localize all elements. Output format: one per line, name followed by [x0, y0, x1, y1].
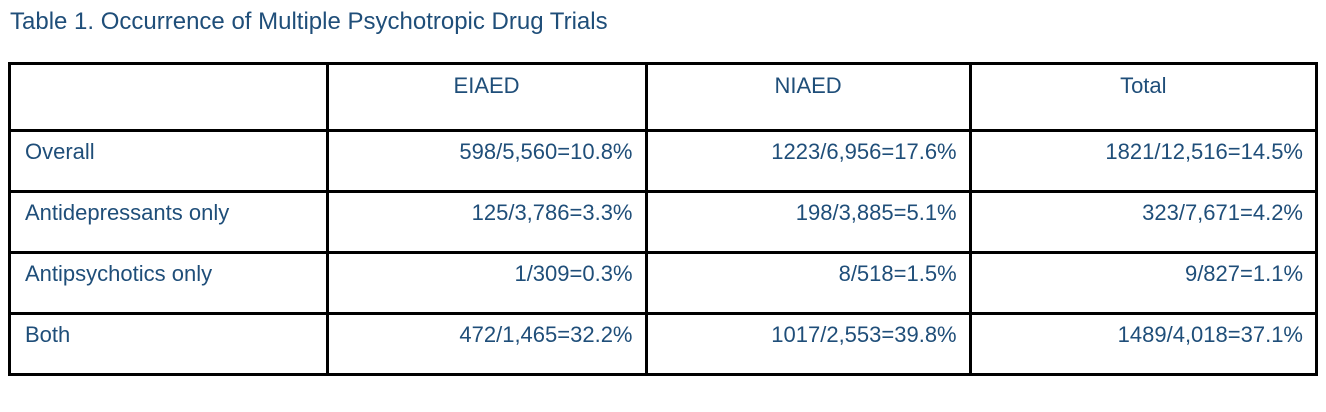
row-label: Antidepressants only — [8, 189, 329, 254]
table-row: Antidepressants only 125/3,786=3.3% 198/… — [8, 189, 1319, 254]
data-cell: 323/7,671=4.2% — [968, 189, 1319, 254]
column-header-niaed: NIAED — [644, 61, 972, 132]
data-cell: 9/827=1.1% — [968, 250, 1319, 315]
row-label: Antipsychotics only — [8, 250, 329, 315]
data-cell: 1223/6,956=17.6% — [644, 128, 972, 193]
header-row: EIAED NIAED Total — [8, 61, 1319, 132]
table-row: Overall 598/5,560=10.8% 1223/6,956=17.6%… — [8, 128, 1319, 193]
data-cell: 1821/12,516=14.5% — [968, 128, 1319, 193]
data-cell: 1017/2,553=39.8% — [644, 311, 972, 376]
table-row: Antipsychotics only 1/309=0.3% 8/518=1.5… — [8, 250, 1319, 315]
data-cell: 198/3,885=5.1% — [644, 189, 972, 254]
data-cell: 598/5,560=10.8% — [325, 128, 648, 193]
data-cell: 1/309=0.3% — [325, 250, 648, 315]
column-header-total: Total — [968, 61, 1319, 132]
data-cell: 1489/4,018=37.1% — [968, 311, 1319, 376]
row-label: Both — [8, 311, 329, 376]
row-label: Overall — [8, 128, 329, 193]
column-header-eiaed: EIAED — [325, 61, 648, 132]
table-row: Both 472/1,465=32.2% 1017/2,553=39.8% 14… — [8, 311, 1319, 376]
table-caption: Table 1. Occurrence of Multiple Psychotr… — [10, 8, 608, 35]
column-header-blank — [8, 61, 329, 132]
data-cell: 472/1,465=32.2% — [325, 311, 648, 376]
drug-trials-table: EIAED NIAED Total Overall 598/5,560=10.8… — [8, 61, 1319, 376]
data-cell: 8/518=1.5% — [644, 250, 972, 315]
data-cell: 125/3,786=3.3% — [325, 189, 648, 254]
